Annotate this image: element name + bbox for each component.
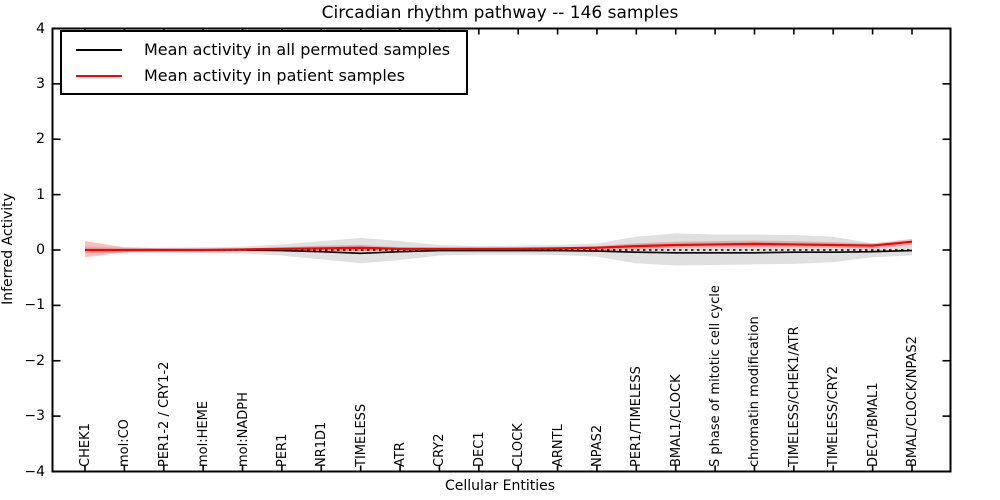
legend-label-permuted: Mean activity in all permuted samples [144,40,451,59]
permuted-line-sample-icon [76,48,122,51]
y-tick-label: −2 [24,352,45,369]
x-tick-label: BMAL1/CLOCK [668,374,684,467]
x-tick-label: BMAL/CLOCK/NPAS2 [905,336,920,467]
x-tick-label: DEC1/BMAL1 [865,382,881,468]
x-tick-label: TIMELESS [353,403,369,467]
x-tick-label: NR1D1 [314,421,330,467]
y-tick-label: 3 [36,75,45,92]
patient-line-sample-icon [76,74,122,77]
chart-title: Circadian rhythm pathway -- 146 samples [321,3,679,23]
x-tick-label: CLOCK [511,423,527,467]
x-tick-label: mol:NADPH [235,392,251,467]
x-tick-label: PER1-2 / CRY1-2 [156,361,172,467]
y-tick-label: 0 [36,242,45,258]
x-tick-label: CRY2 [432,433,448,468]
y-tick-label: −4 [24,463,45,480]
x-tick-label: mol:CO [117,419,133,467]
legend-label-patient: Mean activity in patient samples [144,66,405,85]
x-tick-label: NPAS2 [589,424,605,467]
y-tick-label: 4 [36,20,45,37]
legend: Mean activity in all permuted samples Me… [60,30,469,95]
y-tick-label: −3 [24,408,45,425]
x-axis-title: Cellular Entities [444,478,556,494]
y-tick-label: 2 [36,131,45,148]
patient-mean-line [85,240,913,252]
x-tick-label: CHEK1 [78,423,93,467]
x-tick-label: chromatin modification [747,316,763,467]
x-tick-label: ARNTL [550,424,566,467]
x-tick-label: PER1/TIMELESS [629,366,645,467]
x-tick-label: PER1 [274,433,290,467]
x-tick-label: TIMELESS/CHEK1/ATR [786,326,802,467]
x-tick-label: ATR [393,442,409,467]
y-tick-label: 1 [36,186,45,203]
x-tick-label: mol:HEME [196,400,212,467]
legend-item-permuted: Mean activity in all permuted samples [76,40,450,59]
y-tick-label: −1 [24,297,45,314]
x-tick-label: DEC1 [471,431,487,467]
legend-item-patient: Mean activity in patient samples [76,66,450,85]
x-tick-label: TIMELESS/CRY2 [826,365,842,467]
x-tick-label: S phase of mitotic cell cycle [708,285,724,467]
